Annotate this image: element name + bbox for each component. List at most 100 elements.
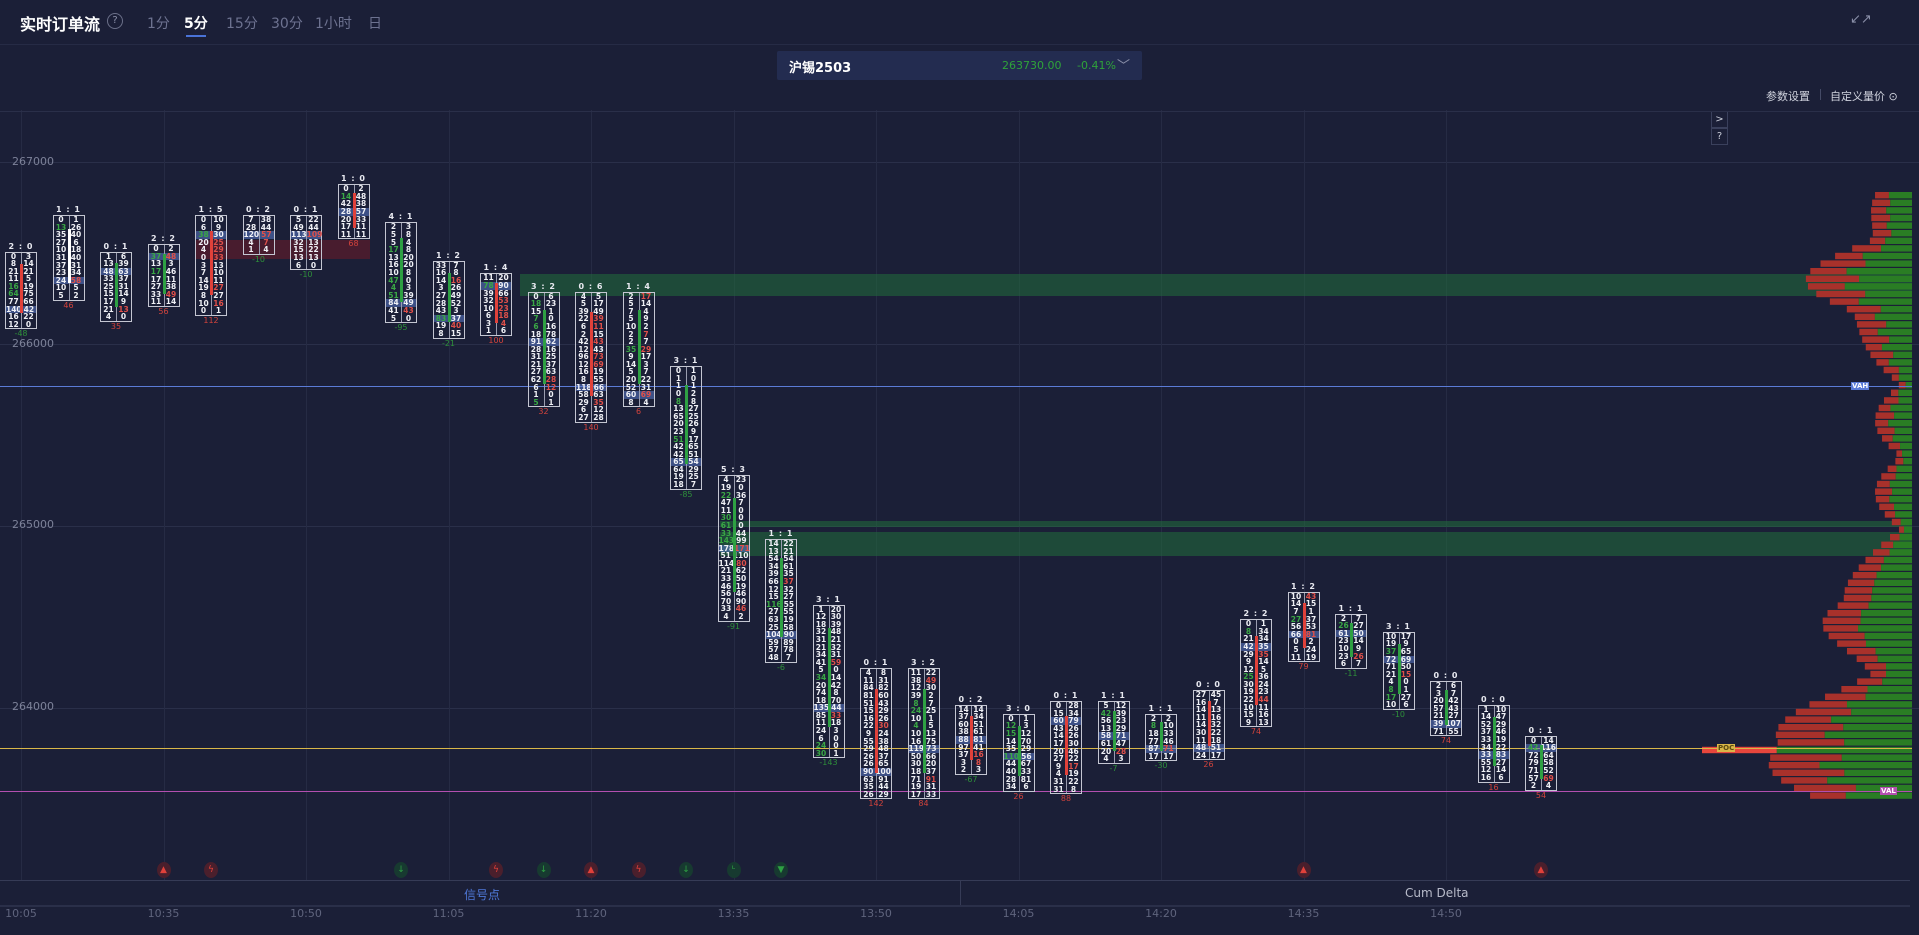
tab-day[interactable]: 日: [368, 16, 382, 32]
tab-cum-delta[interactable]: Cum Delta: [1405, 886, 1469, 900]
footprint-candle[interactable]: 1 : 1 14 22 13 21 54 54 34 61 39 35 66 37 12 32 15 27 116…: [765, 529, 797, 672]
signal-hook-icon[interactable]: ᒡ: [726, 862, 741, 878]
bid-volume: 17: [910, 789, 922, 799]
price-level-row: 63 91: [861, 775, 891, 784]
bid-volume: 0: [1008, 713, 1014, 723]
ask-volume: 17: [1210, 750, 1222, 760]
price-level-row: 14 3: [624, 361, 654, 369]
footprint-candle[interactable]: 0 : 1 0 14 42 116 72 64 79 58 71 52 57 69 2 4 54: [1525, 726, 1557, 800]
footprint-candle[interactable]: 3 : 1 1 20 12 30 18 39 32 48 31 21 21 32 34 31 41 59 5 0 34…: [812, 595, 845, 767]
ask-volume: 14: [830, 672, 842, 682]
footprint-candle[interactable]: 0 : 1 4 8 11 31 84 82 81 60 51 43 15 29 16 26 22 30 9 24 55…: [860, 658, 892, 808]
footprint-candle[interactable]: 0 : 1 5 22 49 44 113 109 32 13 15 22 13 13 6 0 -10: [290, 205, 322, 279]
help-button[interactable]: ?: [1711, 128, 1728, 145]
bid-volume: 11: [1195, 735, 1207, 745]
footprint-candle[interactable]: 2 : 2 0 2 37 48 13 3 17 46 17 11 27 38 33 49 11 14 56: [147, 234, 180, 316]
footprint-candle[interactable]: 1 : 5 0 10 6 9 38 30 20 25 4 29 0 33 3 13 7 10 14 11 19 27 8 2…: [195, 205, 227, 325]
signal-bolt-icon[interactable]: ϟ: [204, 862, 218, 878]
tab-signals[interactable]: 信号点: [464, 888, 501, 902]
price-level-row: 12 69: [576, 361, 606, 369]
footprint-candle[interactable]: 1 : 4 11 20 78 90 39 66 32 53 10 23 6 18 3 4 1 6 100: [480, 263, 512, 345]
bid-volume: 97: [958, 742, 969, 752]
footprint-candle[interactable]: 0 : 6 4 5 5 17 39 49 22 39 6 11 2 15 42 43 12 43 96 73 12 69…: [575, 282, 607, 432]
footprint-candle[interactable]: 3 : 1 0 1 1 0 1 1 0 2 8 8 13 27 65 25 20 26 23 9 51 17 42 65 42…: [670, 356, 702, 499]
price-level-row: 39 66: [481, 289, 511, 298]
signal-bolt-icon[interactable]: ϟ: [489, 862, 503, 878]
help-icon[interactable]: ?: [107, 13, 123, 29]
ask-volume: 53: [498, 296, 509, 306]
candle-box: 5 22 49 44 113 109 32 13 15 22 13 13 6 0: [290, 215, 322, 271]
tab-1min[interactable]: 1分: [147, 16, 170, 32]
symbol-selector[interactable]: 沪锡2503 263730.00 -0.41% ﹀: [777, 51, 1142, 80]
candle-box: 27 45 16 7 14 13 11 16 14 32 30 22 11 18 48 51 24 17: [1192, 690, 1225, 761]
footprint-candle[interactable]: 0 : 0 27 45 16 7 14 13 11 16 14 32 30 22 11 18 48 51 24 17…: [1192, 680, 1225, 769]
v-gridline: [448, 110, 450, 880]
footprint-candle[interactable]: 5 : 3 4 23 19 0 22 36 47 7 11 0 30 0 61 0 33 44 143 99 178 1…: [717, 465, 750, 631]
signal-up-triangle-icon[interactable]: ▲: [1296, 862, 1311, 878]
footprint-candle[interactable]: 1 : 1 2 2 8 10 18 33 77 46 87 71 17 17 -30: [1145, 704, 1177, 770]
signal-up-triangle-icon[interactable]: ▲: [584, 862, 598, 878]
profile-bar-buy: [1845, 792, 1912, 799]
footprint-candle[interactable]: 1 : 1 5 12 42 39 56 23 13 29 58 71 61 47 20 28 4 3 -7: [1097, 691, 1130, 773]
price-level-row: 55 38: [861, 738, 891, 746]
candle-delta: -10: [299, 270, 313, 280]
footprint-candle[interactable]: 0 : 2 14 14 37 34 60 51 38 61 88 81 97 41 37 16 3 8 2 3 -67: [955, 695, 987, 784]
signal-down-arrow-icon[interactable]: ↓: [536, 862, 551, 878]
signal-down-triangle-icon[interactable]: ▼: [774, 862, 788, 878]
ask-volume: 2: [738, 612, 744, 622]
signal-down-arrow-icon[interactable]: ↓: [394, 862, 408, 878]
ask-volume: 1: [833, 748, 839, 758]
ask-volume: 11: [355, 229, 367, 239]
profile-bar-buy: [1865, 640, 1912, 647]
bid-volume: 65: [673, 457, 684, 467]
footprint-candle[interactable]: 3 : 2 11 22 38 49 12 30 39 2 8 7 24 25 10 1 4 5 10 13 16 75 1…: [907, 658, 940, 808]
footprint-candle[interactable]: 1 : 1 0 1 13 26 35 40 27 6 10 18 31 40 37 31 23 34 24 58 10…: [52, 205, 85, 310]
ask-volume: 67: [1020, 759, 1032, 769]
ask-volume: 43: [1448, 703, 1459, 713]
footprint-candle[interactable]: 0 : 0 1 10 14 47 52 29 37 46 33 19 34 22 33 83 55 27 12 14…: [1477, 695, 1510, 792]
tab-15min[interactable]: 15分: [226, 16, 258, 32]
footprint-candle[interactable]: 0 : 1 0 28 15 34 60 79 43 26 14 26 17 30 20 46 27 22 9 17 4…: [1050, 691, 1082, 803]
signal-bolt-icon[interactable]: ϟ: [631, 862, 646, 878]
tab-1hour[interactable]: 1小时: [315, 16, 352, 32]
footprint-candle[interactable]: 2 : 0 0 3 8 14 21 21 11 5 16 19 64 75 77 66 140 42 16 22 12…: [5, 242, 37, 338]
footprint-candle[interactable]: 4 : 1 2 3 5 8 5 4 17 8 13 20 16 20 10 8 47 0 4 3 51 39 84 49 41…: [385, 212, 417, 332]
footprint-candle[interactable]: 2 : 2 0 1 8 34 21 34 42 35 29 35 9 14 12 5 25 36 30 24 19 23…: [1240, 609, 1272, 736]
collapse-icon[interactable]: ↙↗: [1850, 12, 1872, 27]
footprint-candle[interactable]: 1 : 0 0 2 14 48 42 38 28 57 20 33 17 11 11 11 68: [337, 174, 370, 248]
candle-delta: -7: [1109, 763, 1118, 773]
footprint-candle[interactable]: 0 : 0 2 6 3 7 20 42 57 43 21 27 39 107 71 55 74: [1430, 671, 1462, 745]
footprint-candle[interactable]: 1 : 4 2 17 5 14 7 4 5 9 10 2 2 7 2 7 35 29 9 17 14 3 5 7 20 22 52…: [622, 282, 655, 416]
ask-volume: 5: [73, 283, 79, 293]
price-level-row: 20 25: [196, 239, 226, 247]
tab-5min[interactable]: 5分: [184, 13, 208, 37]
footprint-candle[interactable]: 1 : 2 33 7 16 8 14 16 3 26 27 49 28 52 43 3 83 37 19 40 8 15…: [432, 251, 465, 348]
tab-30min[interactable]: 30分: [271, 16, 303, 32]
footprint-candle[interactable]: 0 : 2 7 38 28 44 120 57 4 7 1 4 -10: [242, 205, 275, 264]
bid-volume: 14: [1480, 712, 1492, 722]
footprint-candle[interactable]: 3 : 1 10 17 19 9 37 65 72 69 71 50 21 15 4 0 8 1 17 27 10 6-…: [1382, 622, 1415, 719]
signal-up-triangle-icon[interactable]: ▲: [1534, 862, 1548, 878]
chevron-down-icon[interactable]: ﹀: [1117, 59, 1131, 74]
footprint-candle[interactable]: 1 : 2 10 43 14 15 7 1 27 37 56 53 66 81 0 2 5 24 11 19 79: [1287, 582, 1320, 671]
ask-volume: 21: [23, 266, 34, 276]
price-level-row: 17 46: [149, 268, 179, 276]
ask-volume: 26: [70, 222, 82, 232]
ask-volume: 14: [640, 299, 652, 309]
footprint-candle[interactable]: 0 : 1 1 6 13 39 48 63 33 37 25 31 15 14 17 9 21 13 4 0 35: [100, 242, 132, 331]
footprint-candle[interactable]: 1 : 1 2 7 26 27 61 50 23 14 10 9 23 26 6 7 -11: [1335, 604, 1367, 678]
signal-down-arrow-icon[interactable]: ↓: [679, 862, 693, 878]
ask-volume: 39: [593, 314, 604, 324]
profile-bar-sell: [1841, 686, 1868, 693]
params-settings-link[interactable]: 参数设置: [1766, 90, 1810, 103]
footprint-candle[interactable]: 3 : 2 0 6 18 23 15 1 7 0 6 16 18 78 91 62 28 16 31 25 21 37 2…: [527, 282, 560, 416]
signal-up-triangle-icon[interactable]: ▲: [156, 862, 171, 878]
candle-body: [1350, 622, 1353, 658]
profile-bar-buy: [1861, 610, 1912, 617]
ask-volume: 8: [1070, 784, 1077, 794]
custom-volume-price-link[interactable]: 自定义量价 ⊙: [1830, 90, 1898, 103]
footprint-candle[interactable]: 3 : 0 0 1 12 3 15 12 14 70 35 29 110 56 44 67 40 33 28 81 3…: [1002, 704, 1035, 801]
